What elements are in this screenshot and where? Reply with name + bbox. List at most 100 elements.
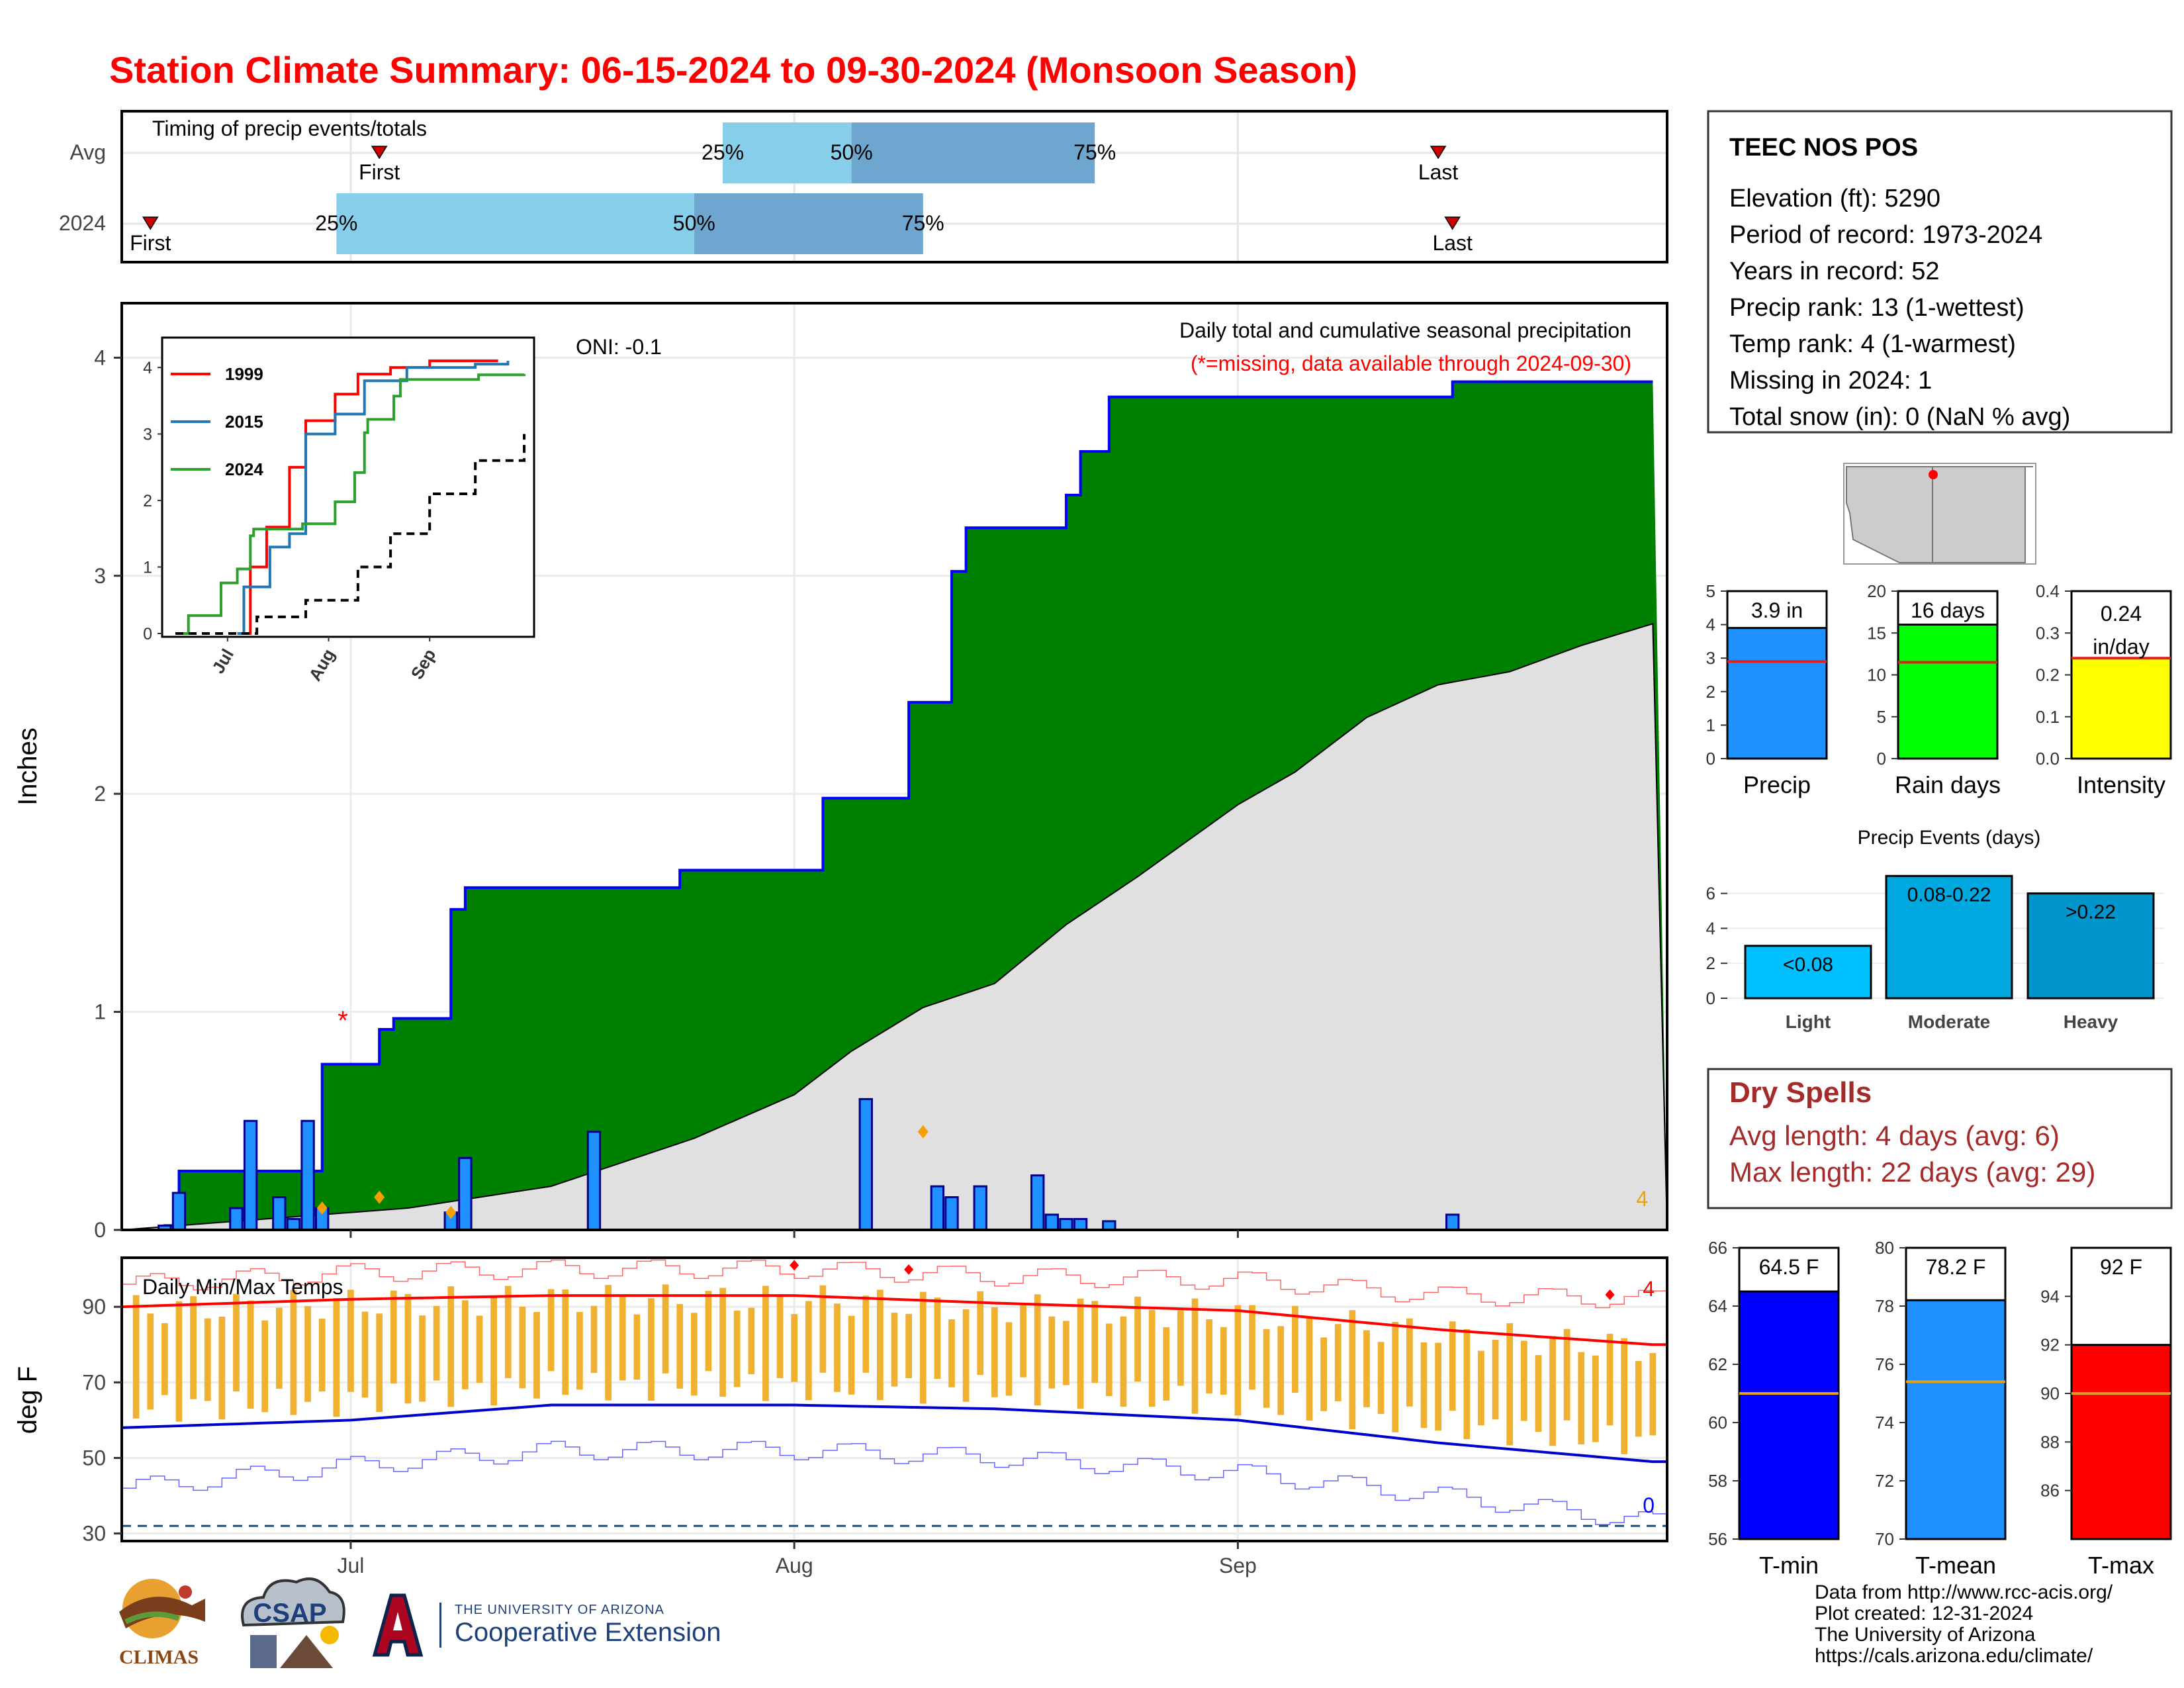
daily-temp-range-bar [190,1296,197,1399]
timing-panel: 25% 50% 75% First Last 25% 50% 75% First Last Tim… [59,110,1668,263]
summary-bar-tick-label: 94 [2040,1286,2060,1306]
csap-logo: CSAP [230,1572,349,1678]
ua-big-text: Cooperative Extension [455,1618,721,1647]
daily-precip-bar [229,1207,244,1231]
csap-label: CSAP [253,1599,326,1628]
timing-label: Timing of precip events/totals [152,117,427,140]
ua-logo: THE UNIVERSITY OF ARIZONA Cooperative Ex… [368,1592,721,1658]
summary-bar-fill [1897,624,1999,760]
summary-bar-tick-label: 86 [2040,1481,2060,1501]
summary-bar-fill [2070,657,2172,760]
daily-precip-bar [272,1196,287,1231]
summary-bar-label: T-min [1759,1552,1819,1579]
inset-legend: 1999 2015 2024 [171,364,263,479]
daily-temp-range-bar [547,1289,555,1372]
station-info: TEEC NOS POS Elevation (ft): 5290 Period… [1707,110,2173,434]
timing-bar-q2 [694,193,923,254]
daily-temp-range-bar [877,1289,884,1401]
daily-temp-range-bar [719,1288,726,1397]
summary-bar-tick-label: 5 [1877,707,1886,727]
daily-temp-range-bar [290,1289,297,1415]
csap-logo-graphic: CSAP [241,1577,345,1668]
daily-precip-bar [973,1185,987,1231]
summary-bar-tick-label: 5 [1706,581,1715,601]
summary-bar-label: T-max [2088,1552,2154,1579]
daily-temp-range-bar [1649,1352,1657,1436]
daily-temp-range-bar [590,1305,598,1374]
dry-spells-panel: Dry Spells Avg length: 4 days (avg: 6) M… [1707,1068,2173,1209]
daily-temp-range-bar [1363,1330,1370,1407]
summary-bar-t-min: 56 58 60 62 64 66 64.5 F T-min [1708,1238,1840,1579]
daily-temp-range-bar [962,1309,970,1402]
summary-bar-intensity: 0.0 0.1 0.2 0.3 0.4 0.24 in/day Intensity [2036,581,2172,798]
precip-event-marker [917,1125,929,1139]
daily-temp-range-bar [805,1301,812,1401]
daily-temp-range-bar [705,1291,712,1372]
timing-bar-q1 [723,122,852,183]
precip-ytick-label: 0 [94,1218,106,1242]
summary-bar-tick-label: 88 [2040,1432,2060,1452]
normal-min-line [121,1403,1667,1464]
inset-line-normal [175,434,526,635]
credit-line: Plot created: 12-31-2024 [1815,1603,2034,1624]
daily-temp-range-bar [1606,1333,1614,1426]
inset-line-2015 [237,361,510,635]
summary-bar-label: Intensity [2077,771,2165,798]
daily-temp-range-bar [1449,1321,1456,1411]
summary-bar-label: T-mean [1915,1552,1996,1579]
daily-temp-range-bar [275,1307,283,1389]
daily-temp-range-bar [1163,1327,1170,1401]
precip-subtitle: (*=missing, data available through 2024-… [1191,352,1631,375]
summary-bar-tick-label: 0.3 [2036,623,2060,643]
daily-temp-range-bar [462,1300,469,1389]
inset-ytick-label: 2 [143,492,152,510]
station-line: Elevation (ft): 5290 [1729,185,1940,212]
summary-bar-tick-label: 78 [1875,1296,1894,1316]
daily-temp-range-bar [1091,1301,1099,1383]
daily-temp-range-bar [891,1313,898,1387]
summary-bar-value: 3.9 in [1751,598,1803,622]
daily-temp-range-bar [1592,1355,1599,1442]
dry-spells-title: Dry Spells [1729,1076,1872,1109]
precip-ytick-label: 4 [94,346,106,369]
inset-ytick-label: 0 [143,625,152,643]
precip-ytick-label: 3 [94,564,106,588]
daily-temp-range-bar [218,1317,226,1420]
daily-temp-range-bar [1563,1329,1570,1421]
summary-bar-tick-label: 0 [1877,749,1886,769]
summary-bar-tick-label: 20 [1867,581,1886,601]
daily-temp-range-bar [733,1310,741,1387]
summary-bar-tick-label: 62 [1708,1354,1727,1374]
precip-y-axis: 0 1 2 3 4 [94,346,1239,1242]
summary-bar-tick-label: 74 [1875,1413,1894,1432]
temp-count-max: 4 [1643,1277,1655,1301]
temp-panel: Daily Min/Max Temps 4 0 deg F 30 50 70 90 J… [13,1256,1668,1577]
summary-bar-value: 64.5 F [1759,1255,1819,1279]
summary-bar-tick-label: 64 [1708,1296,1727,1316]
temp-y-axis: 30 50 70 90 [82,1295,122,1546]
summary-bars: 0 1 2 3 4 5 3.9 in Precip 0 5 10 15 20 16 days Rain da… [1706,581,2172,798]
inset-line-1999 [240,359,498,635]
summary-bar-tick-label: 92 [2040,1335,2060,1355]
timing-row-label-2024: 2024 [59,211,106,235]
daily-temp-range-bar [132,1295,140,1419]
daily-temp-range-bar [204,1318,211,1401]
daily-precip-bar [944,1196,959,1231]
daily-temp-range-bar [1506,1323,1514,1446]
summary-bar-tick-label: 2 [1706,682,1715,702]
daily-temp-range-bar [919,1291,927,1404]
inset-legend-label: 1999 [225,364,263,384]
daily-temp-range-bar [1105,1323,1113,1396]
daily-temp-range-bar [261,1320,269,1413]
daily-temp-range-bar [1120,1316,1127,1407]
inset-ytick-label: 1 [143,559,152,577]
daily-temp-range-bar [1234,1305,1242,1416]
temp-x-axis: Jul Aug Sep [337,1541,1257,1577]
station-line: Temp rank: 4 (1-warmest) [1729,330,2016,358]
summary-bar-value-unit: in/day [2093,635,2149,659]
daily-precip-bar [243,1119,258,1231]
daily-temp-range-bar [1420,1342,1428,1429]
daily-temp-range-bar [1034,1294,1041,1406]
events-bar-range: >0.22 [2066,902,2116,923]
